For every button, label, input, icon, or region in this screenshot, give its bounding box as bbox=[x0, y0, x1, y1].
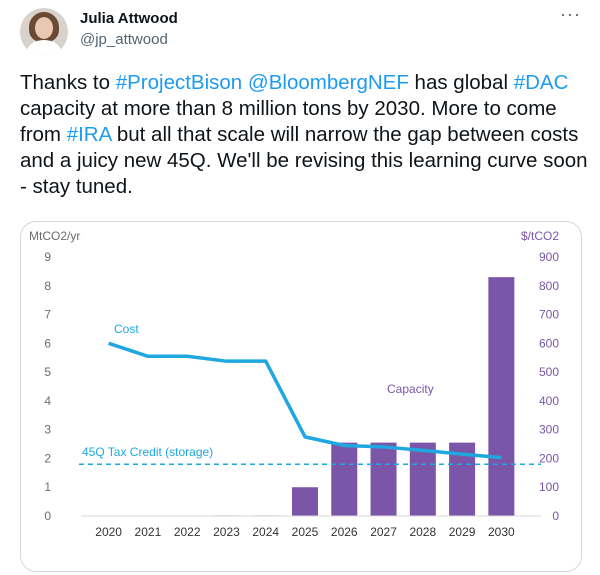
x-tick-label: 2024 bbox=[252, 525, 279, 539]
y-left-tick-label: 7 bbox=[44, 308, 51, 322]
y-left-tick-label: 3 bbox=[44, 423, 51, 437]
x-tick-label: 2028 bbox=[409, 525, 436, 539]
y-right-tick-label: 500 bbox=[539, 365, 559, 379]
x-tick-label: 2021 bbox=[135, 525, 162, 539]
y-right-tick-label: 700 bbox=[539, 308, 559, 322]
y-right-tick-label: 100 bbox=[539, 480, 559, 494]
x-tick-label: 2023 bbox=[213, 525, 240, 539]
avatar[interactable] bbox=[20, 8, 68, 56]
x-tick-label: 2027 bbox=[370, 525, 397, 539]
y-right-tick-label: 300 bbox=[539, 423, 559, 437]
tweet-text-segment: but all that scale will narrow the gap b… bbox=[20, 123, 588, 198]
hashtag-link[interactable]: @BloombergNEF bbox=[247, 71, 409, 94]
capacity-bar bbox=[409, 442, 436, 516]
tweet-text-segment: has global bbox=[408, 71, 514, 94]
y-left-tick-label: 5 bbox=[44, 365, 51, 379]
capacity-bar bbox=[370, 442, 397, 516]
tweet-text-segment: capacity at more than 8 million tons by … bbox=[20, 97, 557, 146]
capacity-bar bbox=[331, 442, 358, 516]
author-display-name[interactable]: Julia Attwood bbox=[80, 10, 178, 27]
y-right-tick-label: 0 bbox=[552, 509, 559, 523]
x-tick-label: 2029 bbox=[449, 525, 476, 539]
y-right-tick-label: 200 bbox=[539, 451, 559, 465]
capacity-bar bbox=[488, 277, 515, 516]
tweet-text-segment: Thanks to bbox=[20, 71, 116, 94]
y-left-tick-label: 6 bbox=[44, 336, 51, 350]
y-left-tick-label: 1 bbox=[44, 480, 51, 494]
capacity-series-label: Capacity bbox=[387, 382, 434, 396]
cost-line bbox=[108, 341, 502, 460]
y-left-tick-label: 4 bbox=[44, 394, 51, 408]
hashtag-link[interactable]: #ProjectBison bbox=[115, 71, 243, 94]
y-right-tick-label: 900 bbox=[539, 250, 559, 264]
x-tick-label: 2025 bbox=[292, 525, 319, 539]
y-right-axis-label: $/tCO2 bbox=[521, 229, 559, 243]
author-handle[interactable]: @jp_attwood bbox=[80, 31, 168, 48]
y-left-tick-label: 9 bbox=[44, 250, 51, 264]
tax-credit-label: 45Q Tax Credit (storage) bbox=[82, 445, 213, 459]
x-tick-label: 2030 bbox=[488, 525, 515, 539]
y-left-tick-label: 8 bbox=[44, 279, 51, 293]
y-left-tick-label: 0 bbox=[44, 509, 51, 523]
y-left-axis-label: MtCO2/yr bbox=[29, 229, 80, 243]
y-right-tick-label: 400 bbox=[539, 394, 559, 408]
capacity-bar bbox=[292, 487, 318, 516]
more-options-icon[interactable]: ··· bbox=[560, 4, 581, 24]
cost-series-label: Cost bbox=[114, 322, 139, 336]
hashtag-link[interactable]: #DAC bbox=[513, 71, 569, 94]
y-right-tick-label: 600 bbox=[539, 336, 559, 350]
x-tick-label: 2020 bbox=[95, 525, 122, 539]
x-tick-label: 2026 bbox=[331, 525, 358, 539]
y-left-tick-label: 2 bbox=[44, 451, 51, 465]
y-right-tick-label: 800 bbox=[539, 279, 559, 293]
hashtag-link[interactable]: #IRA bbox=[66, 123, 112, 146]
x-tick-label: 2022 bbox=[174, 525, 201, 539]
tweet-text: Thanks to #ProjectBison @BloombergNEF ha… bbox=[20, 70, 588, 200]
